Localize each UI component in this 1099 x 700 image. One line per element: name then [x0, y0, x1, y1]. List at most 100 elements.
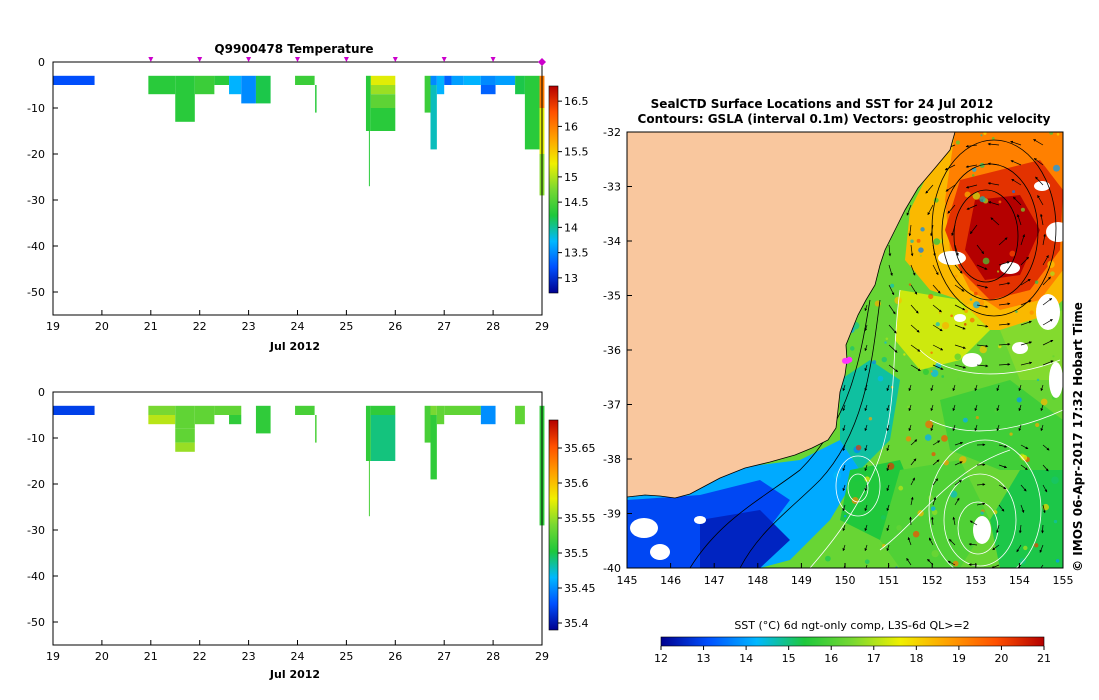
temperature-chart-title: Q9900478 Temperature — [214, 42, 373, 56]
velocity-vector — [1020, 484, 1027, 492]
velocity-vector — [1042, 276, 1051, 286]
velocity-vector — [976, 483, 986, 486]
temperature-colorbar-ticks: 16.5 16 15.5 15 14.5 14 13.5 13 — [558, 95, 589, 285]
sst-speckle — [878, 541, 883, 547]
salinity-plot-frame — [52, 391, 543, 646]
velocity-vector — [976, 502, 986, 506]
velocity-vector — [954, 497, 960, 506]
sst-map-panel: SealCTD Surface Locations and SST for 24… — [603, 97, 1085, 665]
velocity-vector — [1020, 464, 1028, 471]
sst-speckle — [1055, 559, 1060, 563]
velocity-vector — [886, 544, 890, 552]
velocity-vector — [932, 324, 943, 332]
profile-cell-5 — [175, 442, 195, 452]
sst-speckle — [955, 140, 960, 145]
velocity-vector — [1042, 255, 1049, 266]
sealctd-locations — [842, 356, 853, 364]
profile-cell-20 — [444, 405, 481, 415]
velocity-vector — [886, 484, 890, 492]
sst-speckle — [954, 274, 958, 278]
velocity-vector — [974, 404, 978, 412]
x-tick-label: 28 — [486, 320, 500, 333]
velocity-vector — [842, 444, 846, 452]
sst-speckle — [931, 549, 939, 558]
sst-speckle — [888, 547, 891, 551]
sealctd-location-marker — [846, 356, 853, 363]
profile-time-marker — [538, 58, 546, 66]
sst-speckle — [975, 415, 979, 420]
sst-speckle — [905, 436, 912, 442]
x-tick-label: 24 — [291, 320, 305, 333]
sst-speckle — [855, 444, 862, 451]
profile-cell-13 — [370, 85, 396, 95]
velocity-vector — [930, 384, 934, 392]
x-tick-label: 23 — [242, 650, 256, 663]
y-tick-label: -10 — [27, 102, 45, 115]
lat-tick-label: -34 — [603, 235, 621, 248]
velocity-vector — [952, 404, 956, 412]
sst-speckle — [973, 301, 981, 309]
colorbar-tick-label: 35.6 — [564, 477, 589, 490]
velocity-vector — [842, 424, 846, 432]
profile-cell-12 — [370, 75, 396, 85]
lon-tick-label: 150 — [835, 574, 856, 587]
velocity-vector — [998, 363, 1011, 366]
velocity-vector — [1018, 424, 1022, 432]
sst-colorbar — [660, 636, 1045, 647]
velocity-vector — [932, 496, 937, 506]
velocity-vector — [998, 282, 1011, 286]
velocity-vector — [910, 284, 918, 295]
profile-cell-17 — [430, 405, 437, 415]
y-tick-label: -40 — [27, 570, 45, 583]
velocity-vector — [987, 182, 1000, 186]
salinity-panel: 19 20 21 22 23 24 25 26 27 28 29 0-10-20-30-40-50 … — [27, 386, 595, 681]
sst-speckle — [954, 353, 962, 361]
x-tick-label: 21 — [144, 650, 158, 663]
profile-cell-10 — [365, 75, 371, 131]
profile-cell-9 — [315, 85, 317, 113]
sst-speckle — [931, 452, 936, 457]
profile-cell-18 — [430, 415, 437, 480]
velocity-vector — [910, 324, 920, 333]
lon-tick-label: 153 — [965, 574, 986, 587]
sst-speckle — [1049, 132, 1054, 135]
profile-cell-27 — [524, 75, 540, 150]
velocity-vector — [888, 324, 897, 334]
sst-speckle — [1034, 543, 1039, 548]
velocity-vector — [1040, 424, 1044, 432]
profile-cell-24 — [480, 85, 496, 95]
colorbar-tick-label: 16 — [564, 120, 578, 133]
velocity-vector — [1020, 341, 1033, 346]
profile-cell-6 — [194, 405, 215, 425]
velocity-vector — [998, 464, 1008, 469]
velocity-vector — [1042, 360, 1054, 366]
temperature-cells — [53, 75, 545, 196]
y-tick-label: -30 — [27, 524, 45, 537]
profile-time-marker — [392, 57, 398, 62]
velocity-vector — [932, 244, 936, 257]
profile-cell-0 — [53, 75, 95, 85]
velocity-vector — [976, 244, 984, 255]
profile-cell-11 — [315, 415, 317, 443]
sst-speckle — [1056, 132, 1060, 136]
velocity-vector — [976, 304, 989, 308]
profile-cell-3 — [194, 75, 215, 95]
sst-speckle — [930, 370, 933, 373]
sst-speckle — [966, 303, 973, 311]
sst-region-10 — [700, 510, 790, 568]
x-tick-label: 26 — [388, 320, 402, 333]
map-title: SealCTD Surface Locations and SST for 24… — [651, 97, 994, 111]
velocity-vector — [842, 504, 846, 512]
sst-speckle — [996, 270, 1000, 273]
profile-time-marker — [441, 57, 447, 62]
velocity-vector — [864, 544, 868, 552]
profile-cell-8 — [295, 75, 315, 85]
colorbar-tick-label: 16.5 — [564, 95, 589, 108]
salinity-colorbar — [548, 419, 559, 631]
velocity-vector — [1013, 196, 1022, 206]
y-tick-label: -20 — [27, 478, 45, 491]
velocity-vector — [888, 264, 893, 276]
sst-speckle — [1053, 519, 1058, 524]
sst-colorbar-label: SST (°C) 6d ngt-only comp, L3S-6d QL>=2 — [734, 619, 969, 632]
y-tick-label: 0 — [38, 386, 45, 399]
